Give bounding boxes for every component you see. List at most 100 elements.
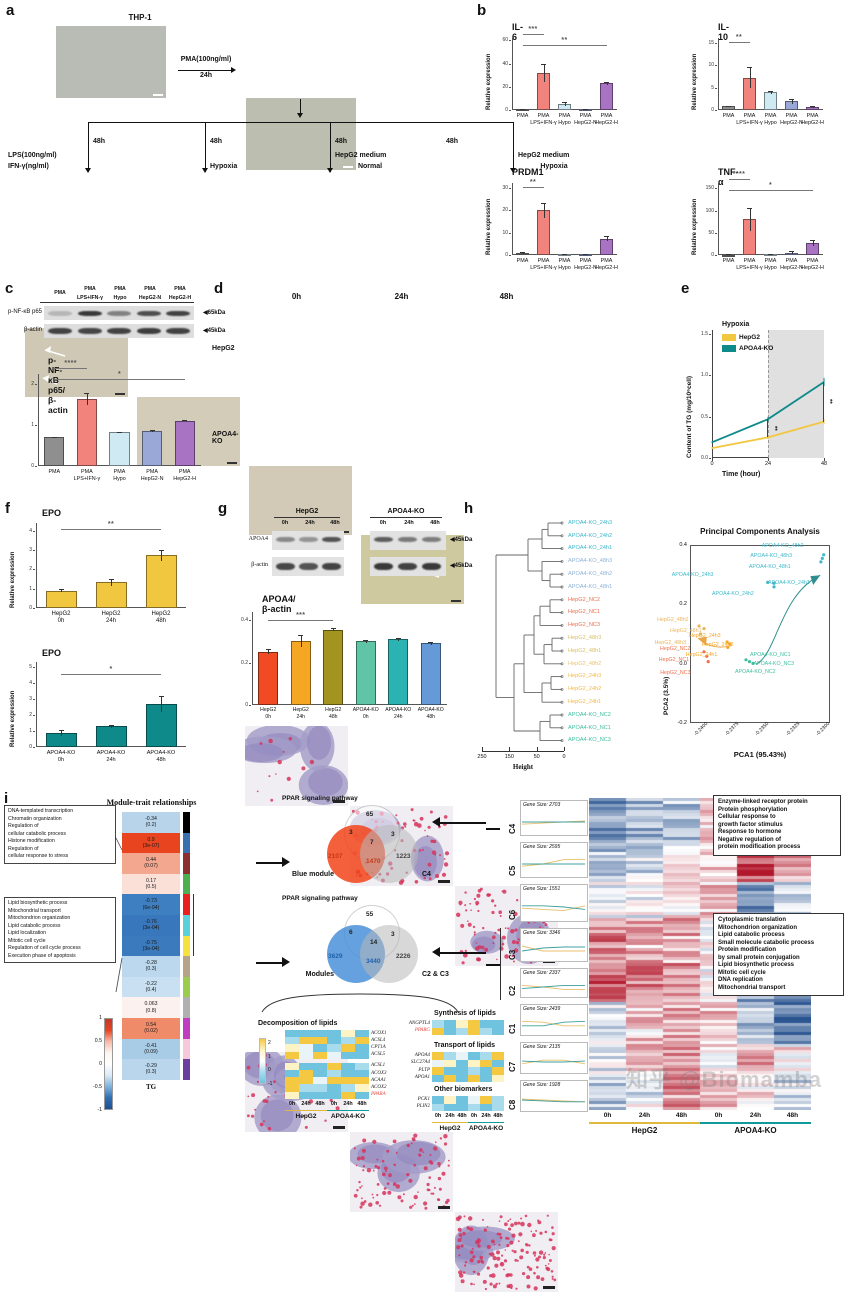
gene-heatmap-decomposition-cell <box>355 1063 369 1070</box>
venn-bottom-count: 6 <box>349 929 353 936</box>
annotation-line: Mitochondrion organization <box>8 915 112 923</box>
pca-point-label: APOA4-KO_NC3 <box>754 661 795 667</box>
panel-e-ytick: 1.5 <box>690 331 708 337</box>
panel-g-chart-plot <box>252 612 447 705</box>
dendrogram-leaf-label: HepG2_24h2 <box>568 686 601 692</box>
gene-heatmap-transport-cell <box>492 1060 504 1068</box>
gene-heatmap-synthesis-cell <box>492 1028 504 1036</box>
module-trait-pvalue: (3e-07) <box>143 843 160 849</box>
gene-heatmap-decomposition-cell <box>341 1092 355 1099</box>
dendrogram-leaf-label: APOA4-KO_48h3 <box>568 558 612 564</box>
gene-heatmap-decomposition-cell <box>285 1044 299 1051</box>
module-color-swatch <box>183 997 190 1018</box>
panel-f-chart-1-xlabel: HepG2 <box>83 611 139 618</box>
gene-heatmap-decomposition-cell <box>355 1077 369 1084</box>
panel-g-band <box>422 537 441 542</box>
panel-b-chart-4-errorcap <box>810 240 815 241</box>
dendrogram-leaf-label: APOA4-KO_NC2 <box>568 712 611 718</box>
gene-heatmap-transport-cell <box>468 1060 480 1068</box>
gene-heatmap-decomposition-cell <box>313 1037 327 1044</box>
module-trait-cell: -0.29(0.3) <box>122 1059 180 1080</box>
annotation-line: Regulation of <box>8 823 112 831</box>
branch-label-2a: Hypoxia <box>210 163 237 170</box>
gene-heatmap-synthesis-gene-label: ANGPTL4 <box>392 1021 430 1026</box>
gene-heatmap-decomposition-cell <box>327 1070 341 1077</box>
panel-e-legend-swatch <box>722 345 736 352</box>
panel-b-chart-1-xlabel: PMA <box>593 113 620 119</box>
pca-point-label: APOA4-KO_NC2 <box>735 669 776 675</box>
panel-b-chart-4-sigline <box>729 179 750 180</box>
module-trait-pvalue: (0.02) <box>144 1028 158 1034</box>
panel-e-legend-label: APOA4-KO <box>739 345 773 352</box>
panel-b-chart-3-ylabel: Relative expression <box>486 199 492 255</box>
panel-b-chart-4-sigline <box>729 190 813 191</box>
gene-heatmap-other-cell <box>456 1096 468 1104</box>
gene-heatmap-other-cell <box>480 1096 492 1104</box>
panel-c-blot-label: p-NF-κB p65 <box>0 309 42 315</box>
panel-e-ytickmark <box>709 417 711 418</box>
dendrogram-leaf-label: APOA4-KO_48h1 <box>568 584 612 590</box>
panel-g-chart-xlabel: APOA4-KO <box>412 708 451 714</box>
annotation-line: Mitochondrial transport <box>8 908 112 916</box>
cluster-gene-size: Gene Size: 2595 <box>523 844 585 850</box>
panel-d-col-header: 0h <box>245 292 348 301</box>
panel-b-chart-3-ytickmark <box>509 210 511 211</box>
gene-heatmap-transport-cell <box>468 1052 480 1060</box>
annotation-line: protein modification process <box>718 844 836 852</box>
panel-f-chart-1-ytick: 4 <box>14 528 32 534</box>
panel-g-chart-sigline <box>268 620 333 621</box>
panel-g-chart-errorcap <box>266 649 271 650</box>
panel-g-chart-bar <box>291 641 311 705</box>
gene-heatmap-transport-cell <box>432 1067 444 1075</box>
gene-heatmap-synthesis-cell <box>456 1028 468 1036</box>
panel-g-chart-bar <box>421 643 441 705</box>
panel-b-chart-3-ytick: 20 <box>490 207 508 213</box>
annotation-line: Protein modification <box>718 947 839 955</box>
gene-heatmap-decomposition-cell <box>299 1092 313 1099</box>
panel-f-chart-1-bar <box>96 582 127 608</box>
dendrogram-xtick: 50 <box>528 754 546 760</box>
panel-g-chart-ytickmark <box>249 620 251 621</box>
panel-b-chart-4-ytick: 50 <box>696 230 714 236</box>
gene-heatmap-decomposition-group-rule-ko <box>327 1110 369 1111</box>
panel-g-time-label: 24h <box>398 520 420 526</box>
panel-b-chart-1-ylabel: Relative expression <box>486 54 492 110</box>
gene-heatmap-other-gene-label: PLIN2 <box>392 1104 430 1109</box>
gene-heatmap-decomposition-cell <box>341 1052 355 1059</box>
pca-ytick: 0.4 <box>668 542 687 548</box>
dendrogram-tickmark <box>537 747 538 751</box>
gene-heatmap-decomposition-group-label-2: APOA4-KO <box>323 1113 373 1120</box>
annotation-line: growth factor stimulus <box>718 822 836 830</box>
cluster-label-C3: C3 <box>508 950 517 960</box>
cluster-label-C5: C5 <box>508 866 517 876</box>
gene-heatmap-transport-gene-label: PLTP <box>392 1068 430 1073</box>
panel-f-chart-1-ytickmark <box>33 589 35 590</box>
panel-b-chart-3-sigstar: ** <box>523 179 543 186</box>
gene-heatmap-decomposition-cell <box>299 1063 313 1070</box>
annotation-line: cellular response to stress <box>8 853 112 861</box>
panel-g-chart-xlabel2: 48h <box>411 715 452 721</box>
gene-heatmap-decomposition-gene-label: ACOX2 <box>371 1085 409 1090</box>
module-trait-pvalue: (3e-04) <box>143 946 160 952</box>
panel-b-chart-2-ytick: 10 <box>696 62 714 68</box>
panel-d-micrograph <box>455 1212 558 1292</box>
panel-f-chart-1-xlabel: HepG2 <box>33 611 89 618</box>
gene-heatmap-other-cell <box>468 1104 480 1112</box>
pca-point-label: APOA4-KO_48h2 <box>762 543 804 549</box>
pma-arrow-label-2: 24h <box>168 72 244 79</box>
panel-f-chart-1-ytickmark <box>33 608 35 609</box>
panel-g-chart-bar <box>388 639 408 705</box>
pca-point-label: HepG2_NC2 <box>660 646 690 652</box>
panel-e-sigbar <box>823 382 824 422</box>
branch-label-3b: Normal <box>335 163 405 170</box>
panel-g-mw-label: ◀45kDa <box>450 536 472 543</box>
module-trait-pvalue: (6e-04) <box>143 905 160 911</box>
panel-d-micrograph <box>245 726 348 806</box>
dendrogram-xtick: 0 <box>555 754 573 760</box>
panel-c-band <box>137 311 161 316</box>
dendrogram-leaf-label: APOA4-KO_48h2 <box>568 571 612 577</box>
panel-b-chart-1-bar <box>600 83 613 110</box>
gene-heatmap-decomposition-cell <box>285 1084 299 1091</box>
watermark: 知乎 @Biomamba <box>626 1062 822 1094</box>
